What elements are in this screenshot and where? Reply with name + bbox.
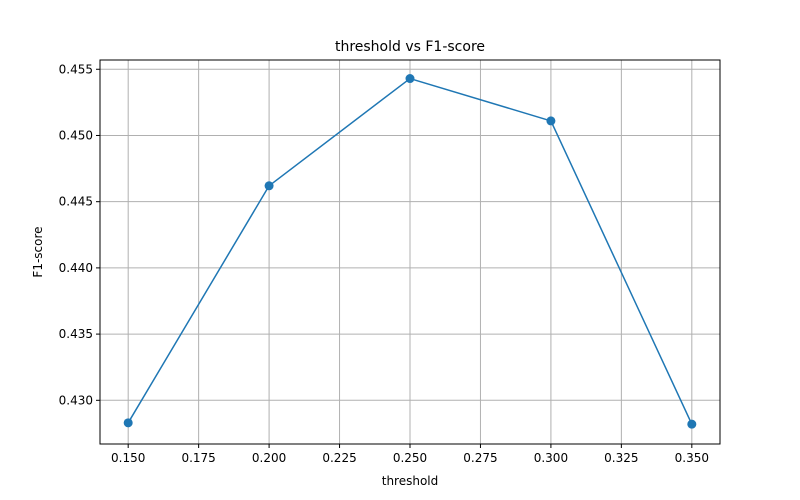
x-tick-label: 0.225 <box>322 451 356 465</box>
y-tick-label: 0.430 <box>59 393 93 407</box>
series-layer <box>123 74 697 429</box>
y-tick-label: 0.450 <box>59 128 93 142</box>
x-tick-label: 0.350 <box>675 451 709 465</box>
y-axis-label: F1-score <box>31 226 45 277</box>
data-point <box>546 116 556 126</box>
x-axis: 0.150 0.175 0.200 0.225 0.250 0.275 0.300 0.325… <box>111 444 709 465</box>
x-tick-label: 0.200 <box>252 451 286 465</box>
x-tick-label: 0.300 <box>534 451 568 465</box>
data-point <box>405 74 415 84</box>
y-tick-label: 0.455 <box>59 62 93 76</box>
x-tick-label: 0.175 <box>181 451 215 465</box>
x-tick-label: 0.250 <box>393 451 427 465</box>
y-axis: 0.430 0.435 0.440 0.445 0.450 0.455 <box>59 62 100 407</box>
x-tick-label: 0.325 <box>604 451 638 465</box>
y-tick-label: 0.440 <box>59 261 93 275</box>
x-tick-label: 0.150 <box>111 451 145 465</box>
data-point <box>687 419 697 429</box>
x-axis-label: threshold <box>382 474 439 488</box>
x-tick-label: 0.275 <box>463 451 497 465</box>
data-point <box>264 181 274 191</box>
y-tick-label: 0.445 <box>59 195 93 209</box>
data-point <box>123 418 133 428</box>
grid <box>100 60 720 444</box>
chart-title: threshold vs F1-score <box>335 39 485 55</box>
y-tick-label: 0.435 <box>59 327 93 341</box>
